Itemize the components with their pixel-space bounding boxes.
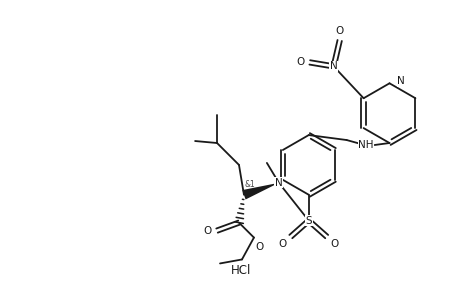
Text: N: N: [397, 76, 405, 86]
Text: HCl: HCl: [231, 264, 251, 277]
Text: &1: &1: [245, 180, 255, 189]
Text: N: N: [275, 178, 283, 188]
Text: NH: NH: [358, 140, 374, 150]
Text: O: O: [279, 239, 287, 248]
Text: O: O: [204, 226, 212, 236]
Text: O: O: [255, 241, 263, 252]
Polygon shape: [243, 183, 279, 200]
Text: O: O: [297, 57, 305, 67]
Text: N: N: [330, 61, 338, 71]
Text: O: O: [331, 239, 339, 248]
Text: S: S: [305, 216, 312, 226]
Text: O: O: [335, 25, 344, 35]
